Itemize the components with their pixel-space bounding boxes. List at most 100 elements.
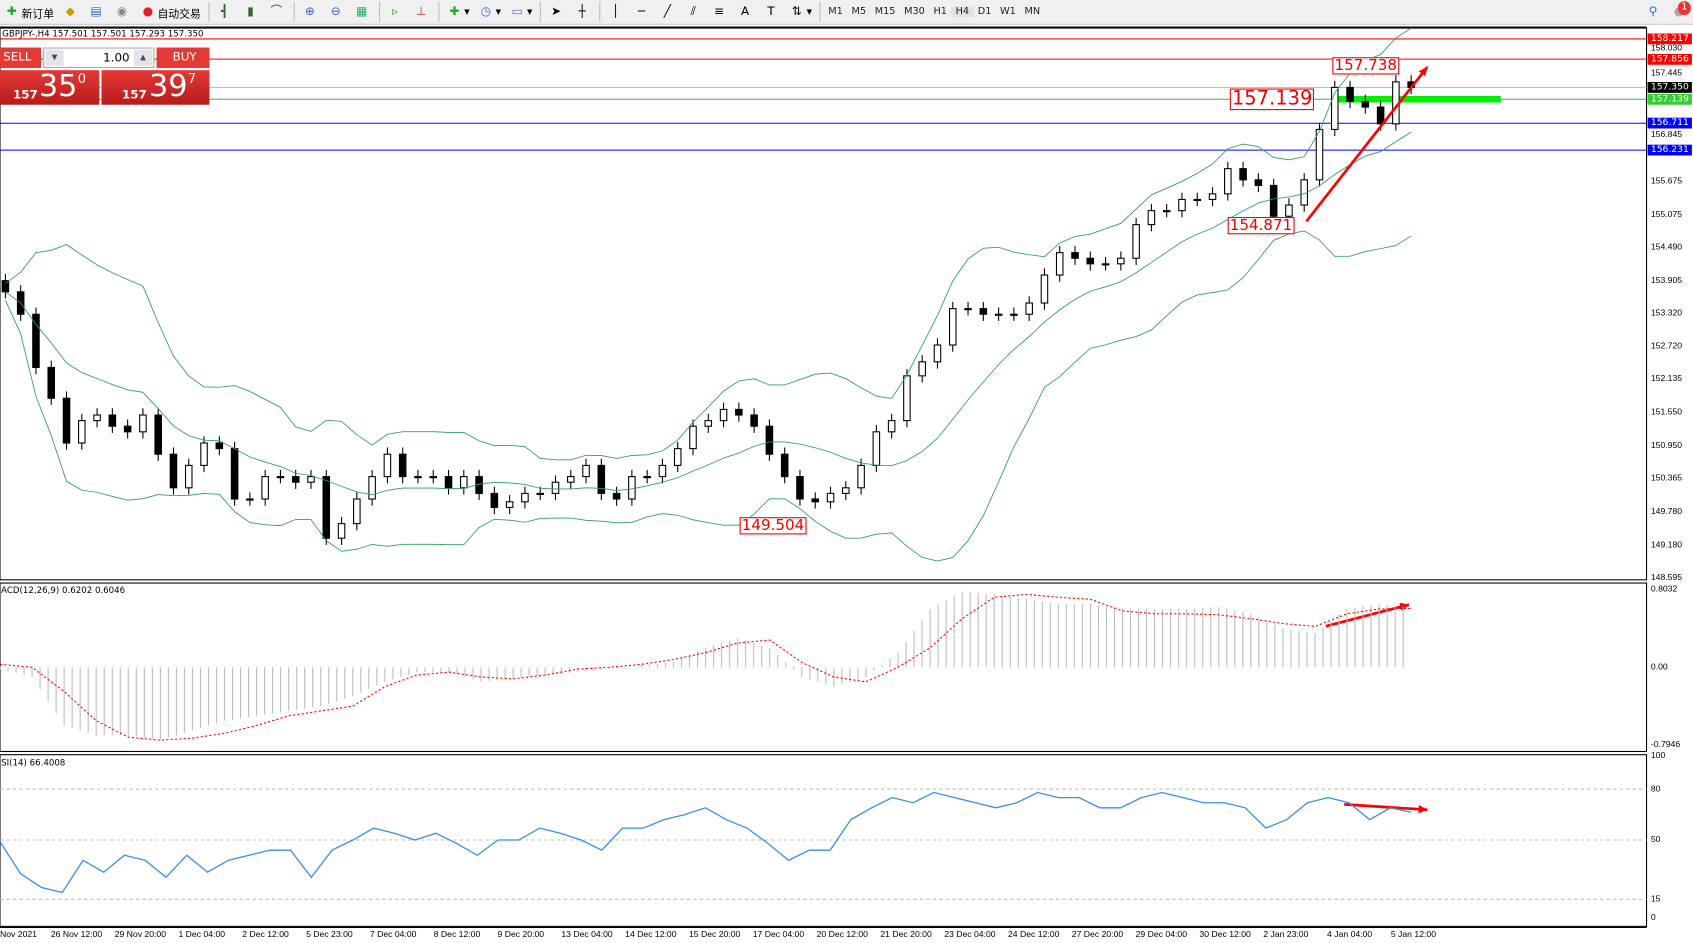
candle-body xyxy=(200,442,208,466)
pane-frame xyxy=(0,27,1648,581)
candle-body xyxy=(32,313,40,368)
indicators-button[interactable]: ✚ ▾ xyxy=(443,1,474,23)
timeframe-h1[interactable]: H1 xyxy=(933,6,947,18)
candle-body xyxy=(887,420,896,433)
signal-icon: ◉ xyxy=(116,4,128,19)
lot-size-input[interactable]: ▼ 1.00 ▲ xyxy=(43,47,155,69)
time-tick-label: 24 Dec 12:00 xyxy=(1008,929,1060,940)
autoscroll-button[interactable]: ▹ xyxy=(383,1,409,23)
timeframe-w1[interactable]: W1 xyxy=(1000,6,1016,18)
new-order-button[interactable]: ✚ 新订单 xyxy=(0,1,58,23)
periods-button[interactable]: ◷ ▾ xyxy=(474,1,505,23)
divider xyxy=(208,2,210,22)
timeframe-d1[interactable]: D1 xyxy=(977,6,992,18)
text-button[interactable]: A xyxy=(733,1,759,23)
time-tick-label: 15 Dec 20:00 xyxy=(688,929,741,940)
candle-body xyxy=(1346,86,1354,102)
candle-body xyxy=(414,476,422,479)
candle-body xyxy=(1239,168,1247,181)
timeframe-m30[interactable]: M30 xyxy=(904,6,925,18)
price-tick-label: 149.180 xyxy=(1650,539,1683,550)
high-price-label[interactable]: 157.738 xyxy=(1332,57,1400,75)
trendline-icon: ╱ xyxy=(663,4,671,19)
auto-trading-button[interactable]: ● 自动交易 xyxy=(136,1,205,23)
candle-body xyxy=(842,487,850,494)
market-watch-button[interactable]: ◆ xyxy=(58,1,84,23)
horizontal-line-button[interactable]: ─ xyxy=(630,1,656,23)
zoom-out-button[interactable]: ⊖ xyxy=(324,1,350,23)
macd-arrow xyxy=(1325,603,1410,628)
lot-decrease-button[interactable]: ▼ xyxy=(45,49,64,66)
rsi-tick-label: 15 xyxy=(1650,893,1661,904)
bar-chart-button[interactable]: ┫ xyxy=(213,1,239,23)
candle-body xyxy=(704,420,713,427)
rsi-arrow-head xyxy=(1418,804,1428,814)
timeframe-mn[interactable]: MN xyxy=(1024,6,1041,18)
sell-price[interactable]: 157 35 0 xyxy=(0,68,100,105)
cursor-button[interactable]: ➤ xyxy=(544,1,570,23)
candle-body xyxy=(933,344,942,363)
low-price-label[interactable]: 149.504 xyxy=(739,517,807,535)
rsi-arrow xyxy=(1344,803,1428,812)
candle-body xyxy=(1101,263,1110,266)
swing-low-price-label[interactable]: 154.871 xyxy=(1227,217,1295,235)
candlestick-button[interactable]: ▮ xyxy=(239,1,265,23)
crosshair-button[interactable]: ┼ xyxy=(570,1,596,23)
candle-body xyxy=(78,420,86,444)
rsi-tick-label: 80 xyxy=(1650,783,1661,794)
timeframe-m15[interactable]: M15 xyxy=(874,6,896,18)
candle-body xyxy=(521,492,529,503)
notifications-button[interactable]: ●1 xyxy=(1667,1,1693,23)
divider xyxy=(293,2,295,22)
template-icon: ▭ xyxy=(511,4,523,19)
time-tick-label: 2 Jan 23:00 xyxy=(1263,929,1309,940)
line-chart-button[interactable]: ⌒ xyxy=(265,1,291,23)
buy-button[interactable]: BUY xyxy=(156,47,210,69)
trendline-button[interactable]: ╱ xyxy=(655,1,681,23)
timeframe-m5[interactable]: M5 xyxy=(851,6,867,18)
chart-symbol-info: GBPJPY-,H4 157.501 157.501 157.293 157.3… xyxy=(2,29,204,39)
toolbar: ✚ 新订单 ◆ ▤ ◉ ● 自动交易 ┫ ▮ ⌒ ⊕ ⊖ ▦ ▹ ⊥ ✚ ▾ ◷ ▾ ▭… xyxy=(0,0,1693,25)
time-tick-label: 14 Dec 12:00 xyxy=(625,929,677,940)
sell-button[interactable]: SELL xyxy=(0,47,42,69)
tile-icon: ▦ xyxy=(356,4,368,19)
buy-price[interactable]: 157 39 7 xyxy=(101,68,210,105)
timeframe-h4[interactable]: H4 xyxy=(951,6,974,18)
fibonacci-button[interactable]: ≡ xyxy=(707,1,733,23)
price-tick-label: 155.675 xyxy=(1650,175,1683,186)
lot-increase-button[interactable]: ▲ xyxy=(133,49,153,66)
search-button[interactable]: ⚲ xyxy=(1641,1,1667,23)
time-tick-label: 1 Dec 04:00 xyxy=(178,929,226,940)
signals-button[interactable]: ◉ xyxy=(110,1,136,23)
text-label-button[interactable]: T xyxy=(759,1,785,23)
level-price-label[interactable]: 157.139 xyxy=(1229,88,1315,111)
divider xyxy=(378,2,381,22)
templates-button[interactable]: ▭ ▾ xyxy=(511,4,533,19)
candle-body xyxy=(1376,106,1385,125)
price-tick-label: 153.905 xyxy=(1650,274,1683,285)
candle-body xyxy=(872,431,881,466)
navigator-button[interactable]: ▤ xyxy=(84,1,110,23)
candle-body xyxy=(1040,274,1049,304)
candle-body xyxy=(735,408,743,416)
candle-body xyxy=(1071,252,1079,259)
tile-windows-button[interactable]: ▦ xyxy=(350,1,376,23)
arrows-button[interactable]: ⇅ ▾ xyxy=(785,1,816,23)
zoom-in-button[interactable]: ⊕ xyxy=(298,1,324,23)
channel-button[interactable]: ⫽ xyxy=(681,1,707,23)
timeframe-bar: M1 M5 M15 M30 H1 H4 D1 W1 MN xyxy=(824,6,1044,18)
time-tick-label: 29 Dec 04:00 xyxy=(1135,929,1188,940)
pane-frame xyxy=(0,582,1648,753)
chart-shift-button[interactable]: ⊥ xyxy=(409,1,435,23)
vertical-line-button[interactable]: │ xyxy=(604,1,630,23)
macd-arrow-head xyxy=(1399,602,1410,611)
candle-body xyxy=(169,453,178,489)
rsi-tick-label: 100 xyxy=(1650,749,1666,760)
timeframe-m1[interactable]: M1 xyxy=(828,6,843,18)
time-tick-label: 5 Dec 23:00 xyxy=(306,929,353,940)
candle-body xyxy=(994,313,1003,316)
candle-body xyxy=(1117,257,1125,265)
price-tick-label: 153.320 xyxy=(1650,307,1683,318)
